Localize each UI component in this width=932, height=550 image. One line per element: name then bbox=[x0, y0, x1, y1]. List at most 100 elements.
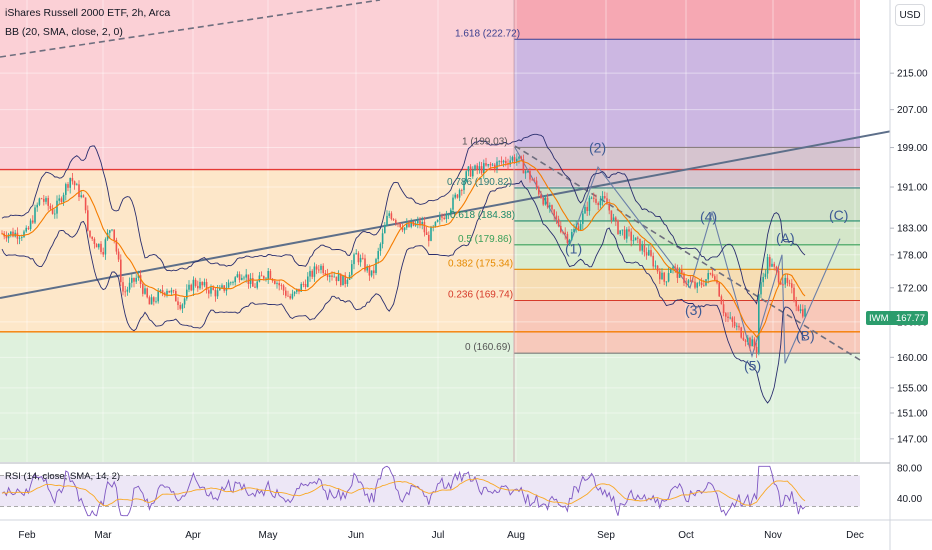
candle-body bbox=[161, 290, 164, 293]
candle-body bbox=[67, 184, 69, 188]
candle-body bbox=[474, 165, 476, 170]
rsi-indicator-label[interactable]: RSI (14, close, SMA, 14, 2) bbox=[5, 471, 121, 482]
candle-body bbox=[131, 277, 133, 283]
candle-body bbox=[551, 205, 553, 210]
candle-body bbox=[465, 171, 467, 182]
candle-body bbox=[590, 197, 593, 199]
bb-lower-band bbox=[1, 179, 806, 404]
candle-body bbox=[707, 273, 709, 280]
candle-body bbox=[168, 290, 170, 293]
candle-body bbox=[276, 283, 278, 284]
candle-body bbox=[656, 265, 659, 272]
candle-body bbox=[95, 244, 98, 248]
candle-body bbox=[179, 305, 181, 309]
candle-body bbox=[73, 181, 76, 186]
bb-indicator-label[interactable]: BB (20, SMA, close, 2, 0) bbox=[5, 26, 123, 38]
candle-body bbox=[542, 198, 544, 205]
candle-body bbox=[65, 184, 67, 195]
candle-body bbox=[113, 229, 115, 240]
candle-body bbox=[641, 245, 643, 251]
candle-body bbox=[133, 277, 135, 282]
candle-body bbox=[318, 269, 320, 271]
candle-body bbox=[403, 227, 406, 231]
currency-button[interactable]: USD bbox=[895, 4, 925, 26]
candle-body bbox=[155, 301, 157, 303]
candle-body bbox=[87, 210, 89, 231]
candle-body bbox=[205, 281, 208, 291]
candle-body bbox=[639, 238, 641, 251]
candle-body bbox=[456, 194, 459, 198]
candle-body bbox=[144, 288, 146, 294]
candle-body bbox=[122, 282, 124, 292]
candle-body bbox=[238, 274, 241, 280]
candle-body bbox=[441, 216, 443, 218]
candle-body bbox=[777, 270, 780, 283]
candle-body bbox=[476, 165, 478, 170]
candle-body bbox=[243, 277, 245, 279]
candle-body bbox=[760, 282, 762, 295]
candle-body bbox=[450, 209, 452, 215]
candle-body bbox=[111, 229, 113, 231]
candle-body bbox=[45, 198, 47, 202]
price-axis-label: 172.00 bbox=[897, 283, 928, 294]
candle-body bbox=[527, 171, 529, 172]
candle-body bbox=[102, 251, 104, 255]
candle-body bbox=[546, 197, 549, 208]
candle-body bbox=[804, 308, 806, 317]
candle-body bbox=[524, 171, 527, 174]
candle-body bbox=[219, 287, 221, 291]
candle-body bbox=[516, 158, 518, 162]
candle-body bbox=[214, 289, 217, 297]
candle-body bbox=[738, 325, 740, 328]
candle-body bbox=[463, 181, 465, 191]
candle-body bbox=[766, 257, 769, 274]
candle-body bbox=[577, 226, 580, 231]
wave-label: (C) bbox=[829, 207, 848, 223]
candle-body bbox=[359, 257, 362, 263]
price-axis-label: 160.00 bbox=[897, 353, 928, 364]
fib-level-label: 0.382 (175.34) bbox=[448, 258, 513, 269]
candle-body bbox=[304, 284, 307, 288]
candle-body bbox=[188, 284, 190, 290]
candle-body bbox=[287, 295, 289, 297]
candle-body bbox=[7, 234, 10, 239]
candle-body bbox=[595, 198, 597, 203]
candle-body bbox=[269, 271, 272, 279]
candle-body bbox=[663, 272, 665, 282]
candle-body bbox=[626, 229, 628, 239]
elliott-wave-path bbox=[514, 147, 841, 364]
wave-label: (B) bbox=[796, 328, 815, 344]
candle-body bbox=[38, 198, 41, 205]
time-axis-label: Jun bbox=[348, 530, 364, 541]
candle-body bbox=[797, 306, 800, 311]
time-axis-label: Apr bbox=[185, 530, 201, 541]
candle-body bbox=[406, 223, 408, 228]
candle-body bbox=[531, 179, 533, 181]
candle-body bbox=[344, 275, 346, 284]
candle-body bbox=[698, 282, 701, 284]
candle-body bbox=[18, 237, 21, 239]
candle-body bbox=[43, 198, 45, 202]
candle-body bbox=[593, 197, 595, 199]
candle-body bbox=[597, 202, 599, 206]
candle-body bbox=[678, 270, 681, 278]
fib-zone-band bbox=[514, 269, 860, 301]
candle-body bbox=[758, 294, 760, 353]
fib-zone-top bbox=[514, 0, 860, 40]
candle-body bbox=[120, 259, 122, 283]
candle-body bbox=[771, 263, 773, 267]
candle-body bbox=[749, 337, 751, 347]
candle-body bbox=[340, 274, 342, 286]
candle-body bbox=[535, 180, 538, 188]
candle-body bbox=[685, 283, 687, 284]
price-axis-label: 155.00 bbox=[897, 383, 928, 394]
candle-body bbox=[533, 180, 536, 182]
candle-body bbox=[612, 217, 615, 221]
candle-body bbox=[109, 230, 111, 233]
candle-body bbox=[544, 197, 547, 205]
candle-body bbox=[483, 163, 485, 174]
candle-body bbox=[335, 276, 338, 282]
candle-body bbox=[25, 227, 27, 232]
